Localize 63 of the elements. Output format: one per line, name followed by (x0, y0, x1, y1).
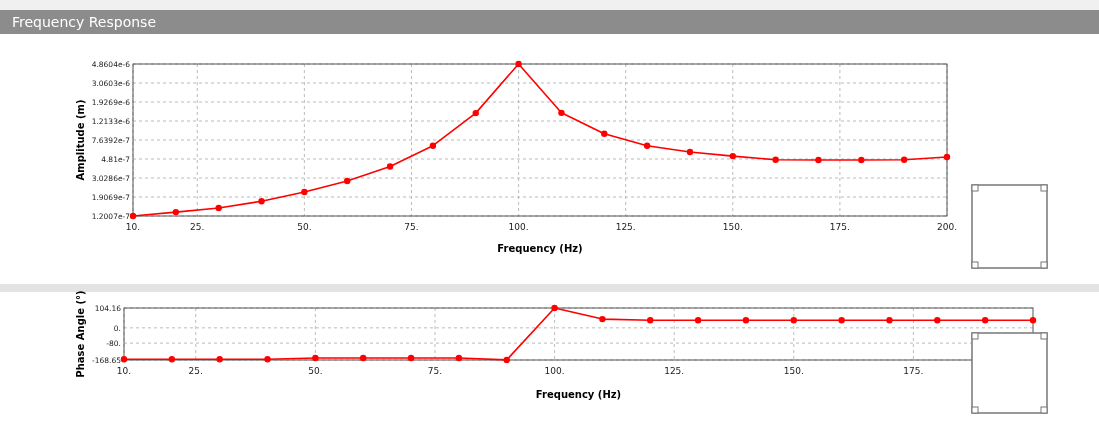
point (455, 354, 463, 362)
x-tick-label: 75. (427, 366, 443, 376)
point (601, 130, 608, 137)
point (599, 315, 606, 323)
x-axis-title: Frequency (Hz) (497, 243, 583, 254)
point (643, 142, 651, 149)
x-tick-label: 150. (783, 366, 804, 376)
point (558, 109, 565, 117)
x-tick-label: 50. (308, 366, 323, 376)
x-tick-label: 25. (188, 366, 203, 376)
point (694, 317, 702, 324)
y-axis-title: Phase Angle (°) (75, 290, 86, 378)
point (934, 317, 941, 324)
chart-title: Frequency Response (12, 14, 157, 30)
point (858, 156, 865, 164)
point (168, 356, 176, 363)
point (981, 317, 989, 324)
point (215, 204, 222, 212)
point (900, 156, 908, 163)
point (838, 317, 845, 324)
point (686, 148, 694, 156)
x-tick-label: 100. (544, 366, 565, 376)
point (344, 177, 351, 185)
x-tick-label: 10. (116, 366, 132, 376)
point (472, 109, 479, 117)
x-tick-label: 200. (936, 222, 958, 232)
point (258, 198, 265, 205)
point (407, 354, 415, 362)
point (886, 317, 893, 324)
point (815, 156, 822, 164)
x-tick-label: 50. (297, 222, 312, 232)
point (264, 356, 271, 363)
line-series (120, 304, 1037, 364)
x-tick-label: 150. (722, 222, 743, 232)
x-tick-label: 100. (508, 222, 529, 232)
point (301, 188, 308, 196)
y-axis-title: Amplitude (m) (75, 99, 86, 181)
point (647, 317, 654, 324)
point (172, 208, 180, 216)
point (943, 153, 951, 161)
point (429, 142, 437, 149)
line-series (129, 60, 951, 220)
point (386, 163, 394, 170)
x-tick-label: 25. (190, 222, 205, 232)
point (312, 354, 319, 362)
x-tick-label: 125. (664, 366, 685, 376)
x-tick-label: 175. (829, 222, 850, 232)
point (790, 317, 797, 324)
point (729, 152, 736, 160)
point (772, 156, 779, 163)
point (551, 304, 558, 312)
x-tick-label: 10. (125, 222, 141, 232)
point (1029, 317, 1037, 324)
x-tick-label: 125. (615, 222, 636, 232)
x-tick-label: 75. (404, 222, 419, 232)
point (515, 60, 522, 68)
point (129, 212, 137, 220)
point (216, 356, 223, 363)
x-tick-label: 175. (903, 366, 924, 376)
point (503, 356, 510, 364)
point (360, 354, 367, 362)
point (742, 317, 750, 324)
x-axis-title: Frequency (Hz) (535, 389, 622, 400)
